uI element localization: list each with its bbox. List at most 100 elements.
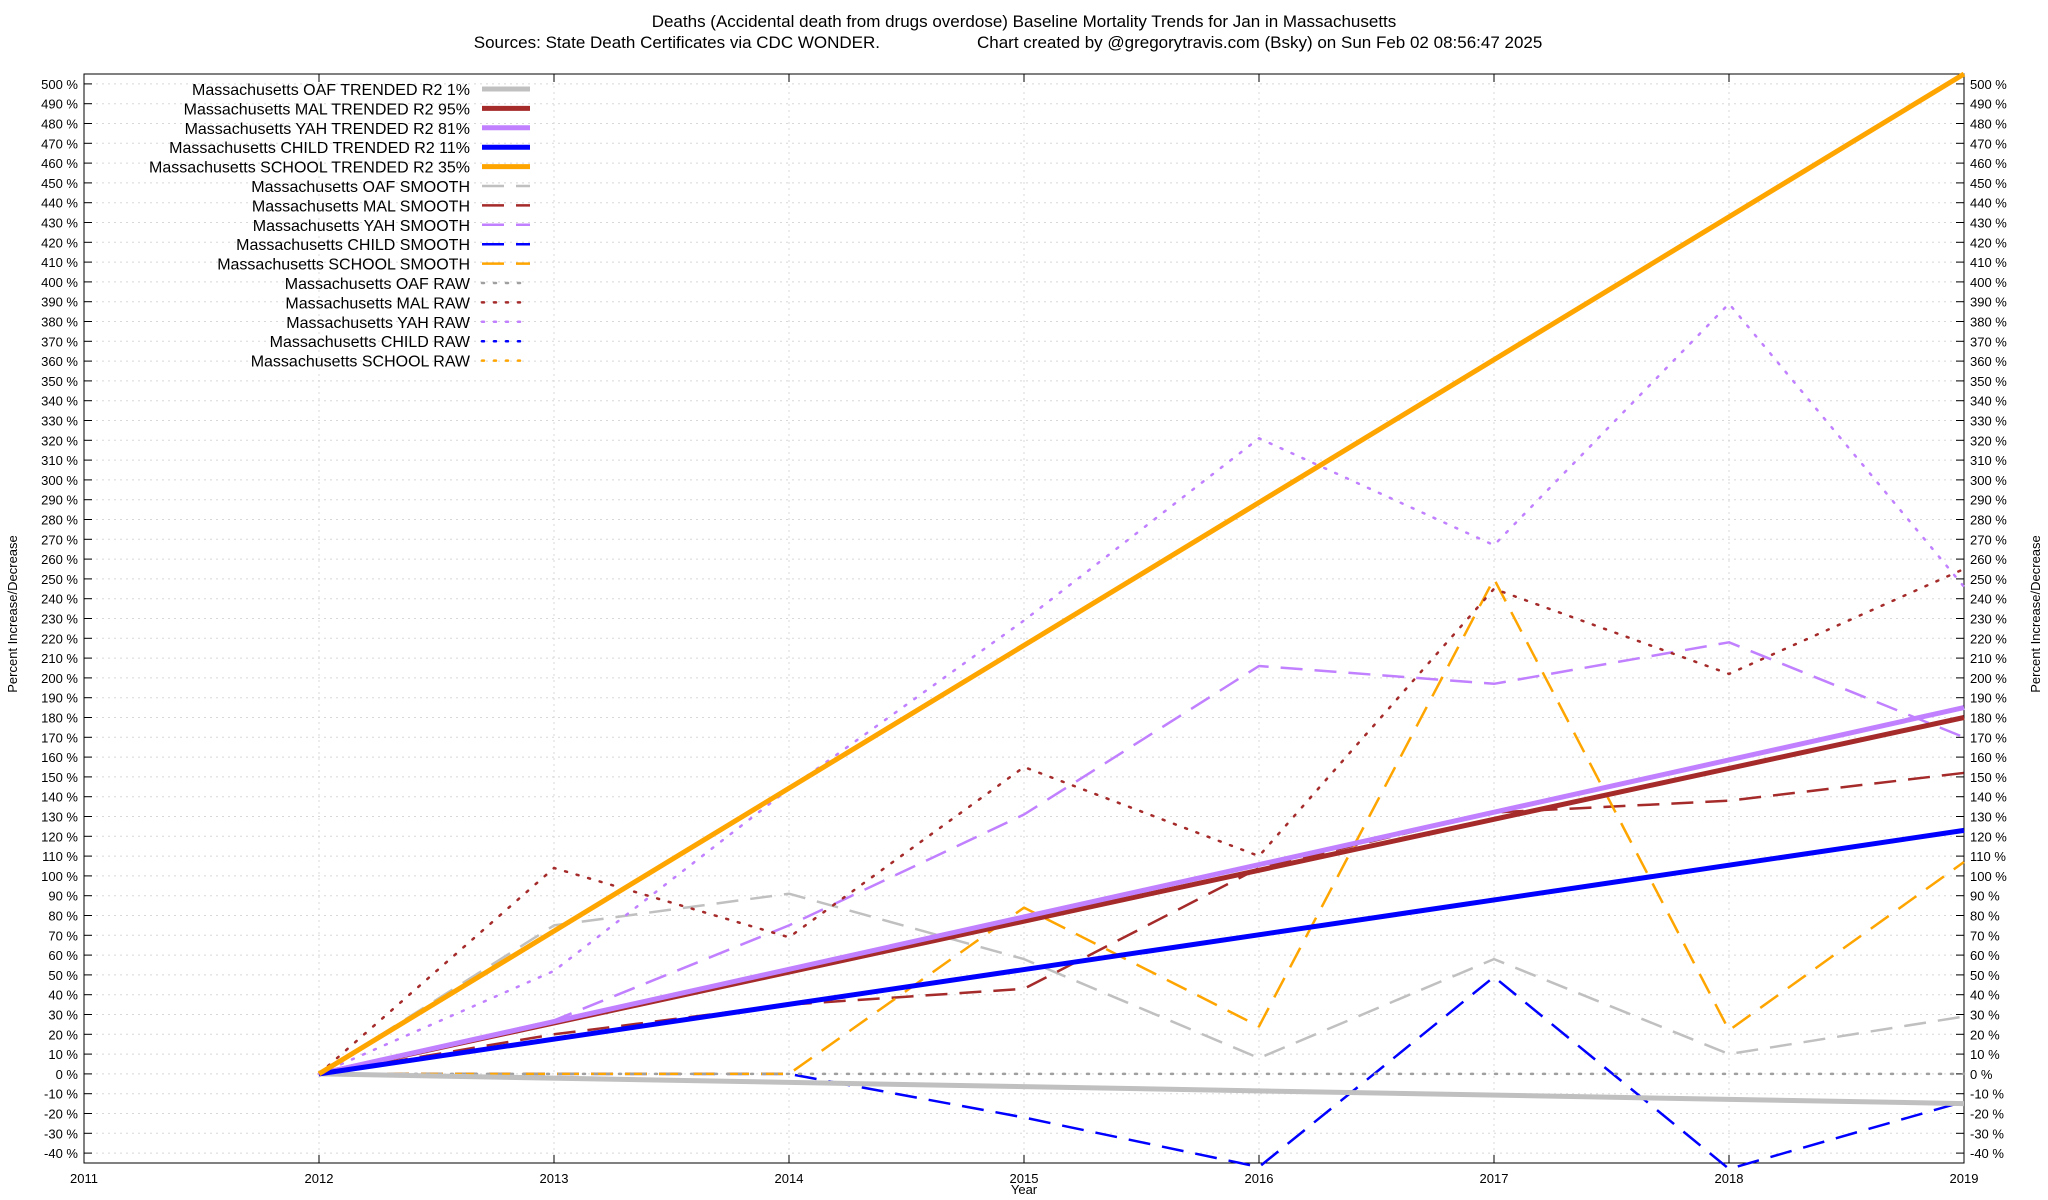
legend-label: Massachusetts OAF RAW	[285, 276, 471, 293]
y-tick-label: 80 %	[1970, 909, 2000, 924]
x-tick-label: 2019	[1950, 1171, 1979, 1186]
y-tick-label: 370 %	[41, 334, 78, 349]
y-tick-label: 10 %	[1970, 1047, 2000, 1062]
series-line-massachusetts-oaf-smooth	[318, 892, 1965, 1075]
y-tick-label: 480 %	[41, 117, 78, 132]
y-tick-label: 220 %	[41, 631, 78, 646]
y-tick-label: 20 %	[48, 1027, 78, 1042]
y-tick-label: -30 %	[1970, 1126, 2004, 1141]
y-tick-label: -30 %	[44, 1126, 78, 1141]
y-tick-label: 310 %	[1970, 453, 2007, 468]
series-line-massachusetts-yah-smooth	[318, 641, 1965, 1076]
y-tick-label: 290 %	[1970, 493, 2007, 508]
legend-label: Massachusetts YAH TRENDED R2 81%	[185, 121, 470, 138]
x-tick-label: 2014	[775, 1171, 804, 1186]
y-axis-label-left: Percent Increase/Decrease	[5, 535, 20, 693]
series-line-massachusetts-mal-raw	[317, 567, 1966, 1076]
y-tick-label: 0 %	[1970, 1067, 1993, 1082]
y-tick-label: 90 %	[1970, 889, 2000, 904]
y-tick-label: 0 %	[56, 1067, 79, 1082]
y-tick-label: 390 %	[41, 295, 78, 310]
x-tick-label: 2013	[540, 1171, 569, 1186]
legend-label: Massachusetts OAF TRENDED R2 1%	[192, 82, 470, 99]
y-tick-label: 110 %	[1970, 849, 2006, 864]
series-line-massachusetts-school-smooth	[319, 577, 1965, 1076]
y-tick-label: 320 %	[41, 433, 78, 448]
y-tick-label: 490 %	[41, 97, 78, 112]
y-tick-label: 280 %	[1970, 513, 2007, 528]
y-tick-label: 110 %	[42, 849, 78, 864]
y-tick-label: 460 %	[1970, 156, 2007, 171]
legend-label: Massachusetts SCHOOL TRENDED R2 35%	[149, 160, 470, 177]
y-tick-label: 400 %	[41, 275, 78, 290]
y-tick-label: 310 %	[41, 453, 78, 468]
legend-label: Massachusetts CHILD RAW	[270, 334, 471, 351]
y-tick-label: 240 %	[41, 592, 78, 607]
plot-frame	[83, 73, 1965, 1164]
y-tick-label: 10 %	[48, 1047, 78, 1062]
y-tick-label: 20 %	[1970, 1027, 2000, 1042]
y-tick-label: 270 %	[1970, 532, 2007, 547]
legend-label: Massachusetts YAH SMOOTH	[253, 218, 470, 235]
tick-labels: -40 % -40 % -30 % -30 % -20 % -20 % -10 % -10 %…	[41, 77, 2007, 1186]
y-tick-label: 150 %	[41, 770, 78, 785]
y-tick-label: 470 %	[41, 136, 78, 151]
legend-label: Massachusetts MAL SMOOTH	[252, 198, 470, 215]
y-tick-label: 220 %	[1970, 631, 2007, 646]
y-tick-label: 180 %	[41, 711, 78, 726]
y-tick-label: 170 %	[41, 730, 78, 745]
legend-label: Massachusetts MAL TRENDED R2 95%	[184, 101, 470, 118]
y-tick-label: 450 %	[41, 176, 78, 191]
series-line-massachusetts-child-trended-r2-11	[318, 827, 1965, 1077]
y-tick-label: 80 %	[48, 909, 78, 924]
series-line-massachusetts-school-trended-r2-35	[317, 71, 1966, 1077]
y-tick-label: 100 %	[41, 869, 78, 884]
y-tick-label: 420 %	[1970, 235, 2007, 250]
y-tick-label: 430 %	[41, 216, 78, 231]
y-tick-label: 210 %	[41, 651, 78, 666]
legend-label: Massachusetts CHILD TRENDED R2 11%	[169, 140, 470, 157]
legend-label: Massachusetts YAH RAW	[286, 315, 471, 332]
y-tick-label: 200 %	[1970, 671, 2007, 686]
y-tick-label: 250 %	[41, 572, 78, 587]
series-line-massachusetts-yah-raw	[317, 302, 1966, 1076]
x-tick-label: 2016	[1245, 1171, 1274, 1186]
y-tick-label: 430 %	[1970, 216, 2007, 231]
y-tick-label: 350 %	[1970, 374, 2007, 389]
y-tick-label: 350 %	[41, 374, 78, 389]
y-tick-label: -20 %	[44, 1107, 78, 1122]
y-tick-label: 370 %	[1970, 334, 2007, 349]
y-tick-label: 380 %	[1970, 315, 2007, 330]
y-tick-label: 100 %	[1970, 869, 2007, 884]
legend-label: Massachusetts SCHOOL RAW	[251, 354, 471, 371]
y-tick-label: 160 %	[1970, 750, 2007, 765]
y-axis-label-right: Percent Increase/Decrease	[2028, 535, 2043, 693]
y-tick-label: 400 %	[1970, 275, 2007, 290]
axes	[83, 73, 1965, 1164]
y-tick-label: 210 %	[1970, 651, 2007, 666]
y-tick-label: 330 %	[1970, 414, 2007, 429]
y-tick-label: 490 %	[1970, 97, 2007, 112]
x-tick-label: 2018	[1715, 1171, 1744, 1186]
y-tick-label: 260 %	[1970, 552, 2007, 567]
y-tick-label: 290 %	[41, 493, 78, 508]
y-tick-label: 190 %	[41, 691, 78, 706]
y-tick-label: 480 %	[1970, 117, 2007, 132]
series-line-massachusetts-yah-trended-r2-81	[318, 705, 1965, 1077]
legend-label: Massachusetts OAF SMOOTH	[251, 179, 470, 196]
y-tick-label: -40 %	[1970, 1146, 2004, 1161]
y-tick-label: 50 %	[1970, 968, 2000, 983]
y-tick-label: 390 %	[1970, 295, 2007, 310]
y-tick-label: 120 %	[41, 829, 78, 844]
y-tick-label: 300 %	[1970, 473, 2007, 488]
y-tick-label: 60 %	[1970, 948, 2000, 963]
y-tick-label: 410 %	[41, 255, 78, 270]
chart-subtitle-sources: Sources: State Death Certificates via CD…	[474, 33, 880, 52]
y-tick-label: -10 %	[1970, 1087, 2004, 1102]
y-tick-label: -40 %	[44, 1146, 78, 1161]
x-axis-label: Year	[1011, 1182, 1038, 1197]
chart-title: Deaths (Accidental death from drugs over…	[652, 12, 1397, 31]
y-tick-label: 340 %	[41, 394, 78, 409]
y-tick-label: 440 %	[41, 196, 78, 211]
legend-label: Massachusetts SCHOOL SMOOTH	[217, 257, 470, 274]
